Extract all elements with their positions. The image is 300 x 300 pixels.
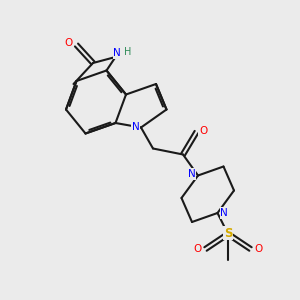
Text: O: O (199, 125, 207, 136)
Text: H: H (124, 46, 132, 57)
Text: O: O (193, 244, 201, 254)
Text: N: N (188, 169, 195, 179)
Text: O: O (255, 244, 263, 254)
Text: N: N (220, 208, 228, 218)
Text: S: S (224, 226, 232, 240)
Text: O: O (64, 38, 72, 49)
Text: N: N (132, 122, 140, 133)
Text: N: N (113, 48, 121, 59)
